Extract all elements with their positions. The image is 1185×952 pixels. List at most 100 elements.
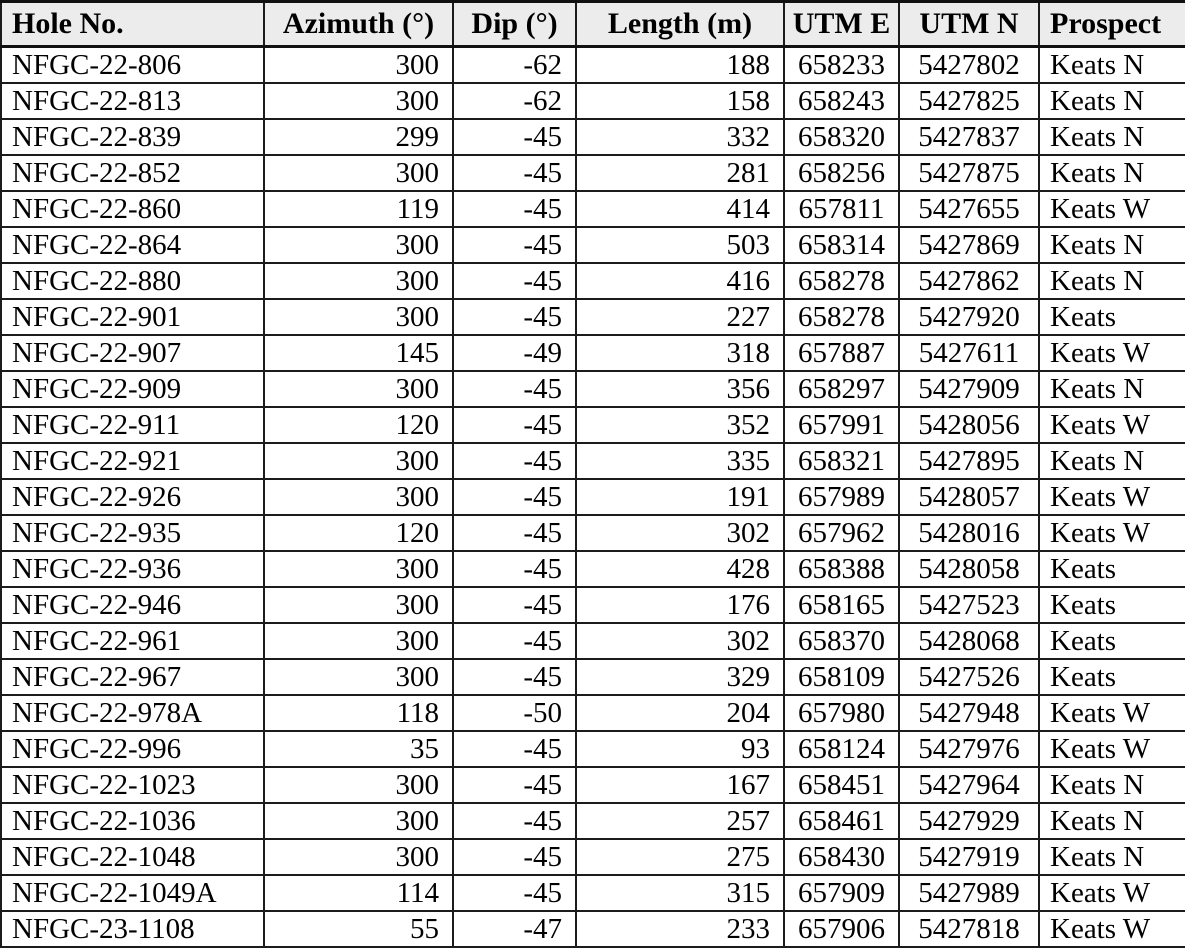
table-row: NFGC-22-860 119 -45 414 657811 5427655 Keats W: [0, 190, 1185, 228]
cell-hole_no: NFGC-22-880: [0, 262, 265, 300]
cell-dip: -45: [452, 874, 577, 912]
cell-azimuth: 118: [263, 694, 454, 732]
cell-hole_no: NFGC-22-806: [0, 45, 265, 84]
table-row: NFGC-22-909 300 -45 356 658297 5427909 Keats N: [0, 370, 1185, 408]
table-row: NFGC-22-967 300 -45 329 658109 5427526 Keats: [0, 658, 1185, 696]
cell-hole_no: NFGC-23-1108: [0, 910, 265, 948]
cell-utm_n: 5428056: [898, 406, 1040, 444]
table-row: NFGC-22-978A 118 -50 204 657980 5427948 Keats …: [0, 694, 1185, 732]
cell-prospect: Keats W: [1038, 730, 1185, 768]
table-row: NFGC-22-1023 300 -45 167 658451 5427964 Keats …: [0, 766, 1185, 804]
table-row: NFGC-22-880 300 -45 416 658278 5427862 Keats N: [0, 262, 1185, 300]
cell-utm_n: 5428057: [898, 478, 1040, 516]
cell-dip: -45: [452, 118, 577, 156]
cell-length: 302: [575, 514, 785, 552]
column-header-azimuth: Azimuth (°): [263, 0, 454, 48]
cell-utm_e: 658388: [783, 550, 900, 588]
cell-dip: -45: [452, 478, 577, 516]
cell-length: 318: [575, 334, 785, 372]
cell-utm_n: 5428068: [898, 622, 1040, 660]
cell-hole_no: NFGC-22-926: [0, 478, 265, 516]
cell-hole_no: NFGC-22-839: [0, 118, 265, 156]
cell-length: 233: [575, 910, 785, 948]
cell-dip: -45: [452, 766, 577, 804]
cell-hole_no: NFGC-22-978A: [0, 694, 265, 732]
cell-azimuth: 300: [263, 370, 454, 408]
cell-azimuth: 300: [263, 82, 454, 120]
cell-utm_n: 5427862: [898, 262, 1040, 300]
column-header-utm-e: UTM E: [783, 0, 900, 48]
column-header-dip: Dip (°): [452, 0, 577, 48]
cell-azimuth: 114: [263, 874, 454, 912]
cell-utm_n: 5427655: [898, 190, 1040, 228]
cell-azimuth: 300: [263, 298, 454, 336]
cell-azimuth: 120: [263, 514, 454, 552]
cell-prospect: Keats N: [1038, 226, 1185, 264]
cell-dip: -45: [452, 226, 577, 264]
cell-utm_e: 657887: [783, 334, 900, 372]
cell-hole_no: NFGC-22-864: [0, 226, 265, 264]
cell-dip: -45: [452, 550, 577, 588]
cell-utm_n: 5427895: [898, 442, 1040, 480]
cell-dip: -45: [452, 514, 577, 552]
cell-azimuth: 300: [263, 838, 454, 876]
cell-utm_e: 657989: [783, 478, 900, 516]
cell-prospect: Keats W: [1038, 190, 1185, 228]
cell-length: 416: [575, 262, 785, 300]
cell-azimuth: 55: [263, 910, 454, 948]
cell-length: 335: [575, 442, 785, 480]
cell-hole_no: NFGC-22-860: [0, 190, 265, 228]
cell-length: 158: [575, 82, 785, 120]
table-row: NFGC-22-1049A 114 -45 315 657909 5427989 Keats…: [0, 874, 1185, 912]
cell-hole_no: NFGC-22-921: [0, 442, 265, 480]
cell-prospect: Keats N: [1038, 154, 1185, 192]
cell-utm_e: 658109: [783, 658, 900, 696]
cell-length: 315: [575, 874, 785, 912]
cell-azimuth: 300: [263, 802, 454, 840]
cell-azimuth: 300: [263, 442, 454, 480]
cell-utm_e: 657962: [783, 514, 900, 552]
cell-utm_e: 657980: [783, 694, 900, 732]
cell-hole_no: NFGC-22-946: [0, 586, 265, 624]
cell-hole_no: NFGC-22-967: [0, 658, 265, 696]
cell-utm_e: 658165: [783, 586, 900, 624]
cell-prospect: Keats W: [1038, 406, 1185, 444]
cell-utm_n: 5427964: [898, 766, 1040, 804]
cell-azimuth: 120: [263, 406, 454, 444]
table-row: NFGC-22-839 299 -45 332 658320 5427837 Keats N: [0, 118, 1185, 156]
cell-length: 227: [575, 298, 785, 336]
cell-azimuth: 300: [263, 226, 454, 264]
cell-utm_e: 657991: [783, 406, 900, 444]
cell-dip: -45: [452, 154, 577, 192]
table-row: NFGC-23-1108 55 -47 233 657906 5427818 Keats W: [0, 910, 1185, 948]
cell-prospect: Keats W: [1038, 910, 1185, 948]
cell-length: 302: [575, 622, 785, 660]
cell-prospect: Keats N: [1038, 118, 1185, 156]
cell-prospect: Keats: [1038, 658, 1185, 696]
cell-length: 191: [575, 478, 785, 516]
cell-azimuth: 300: [263, 45, 454, 84]
cell-utm_n: 5428016: [898, 514, 1040, 552]
cell-length: 281: [575, 154, 785, 192]
cell-utm_n: 5427869: [898, 226, 1040, 264]
cell-hole_no: NFGC-22-907: [0, 334, 265, 372]
cell-azimuth: 300: [263, 586, 454, 624]
cell-utm_n: 5427611: [898, 334, 1040, 372]
cell-dip: -45: [452, 838, 577, 876]
cell-hole_no: NFGC-22-901: [0, 298, 265, 336]
cell-hole_no: NFGC-22-996: [0, 730, 265, 768]
cell-utm_e: 658297: [783, 370, 900, 408]
table-row: NFGC-22-936 300 -45 428 658388 5428058 Keats: [0, 550, 1185, 588]
cell-dip: -45: [452, 658, 577, 696]
cell-length: 356: [575, 370, 785, 408]
table-row: NFGC-22-806 300 -62 188 658233 5427802 Keats N: [0, 45, 1185, 84]
cell-dip: -45: [452, 298, 577, 336]
cell-azimuth: 119: [263, 190, 454, 228]
cell-prospect: Keats W: [1038, 478, 1185, 516]
table-row: NFGC-22-901 300 -45 227 658278 5427920 Keats: [0, 298, 1185, 336]
cell-azimuth: 300: [263, 658, 454, 696]
cell-length: 176: [575, 586, 785, 624]
cell-utm_e: 658451: [783, 766, 900, 804]
cell-dip: -49: [452, 334, 577, 372]
